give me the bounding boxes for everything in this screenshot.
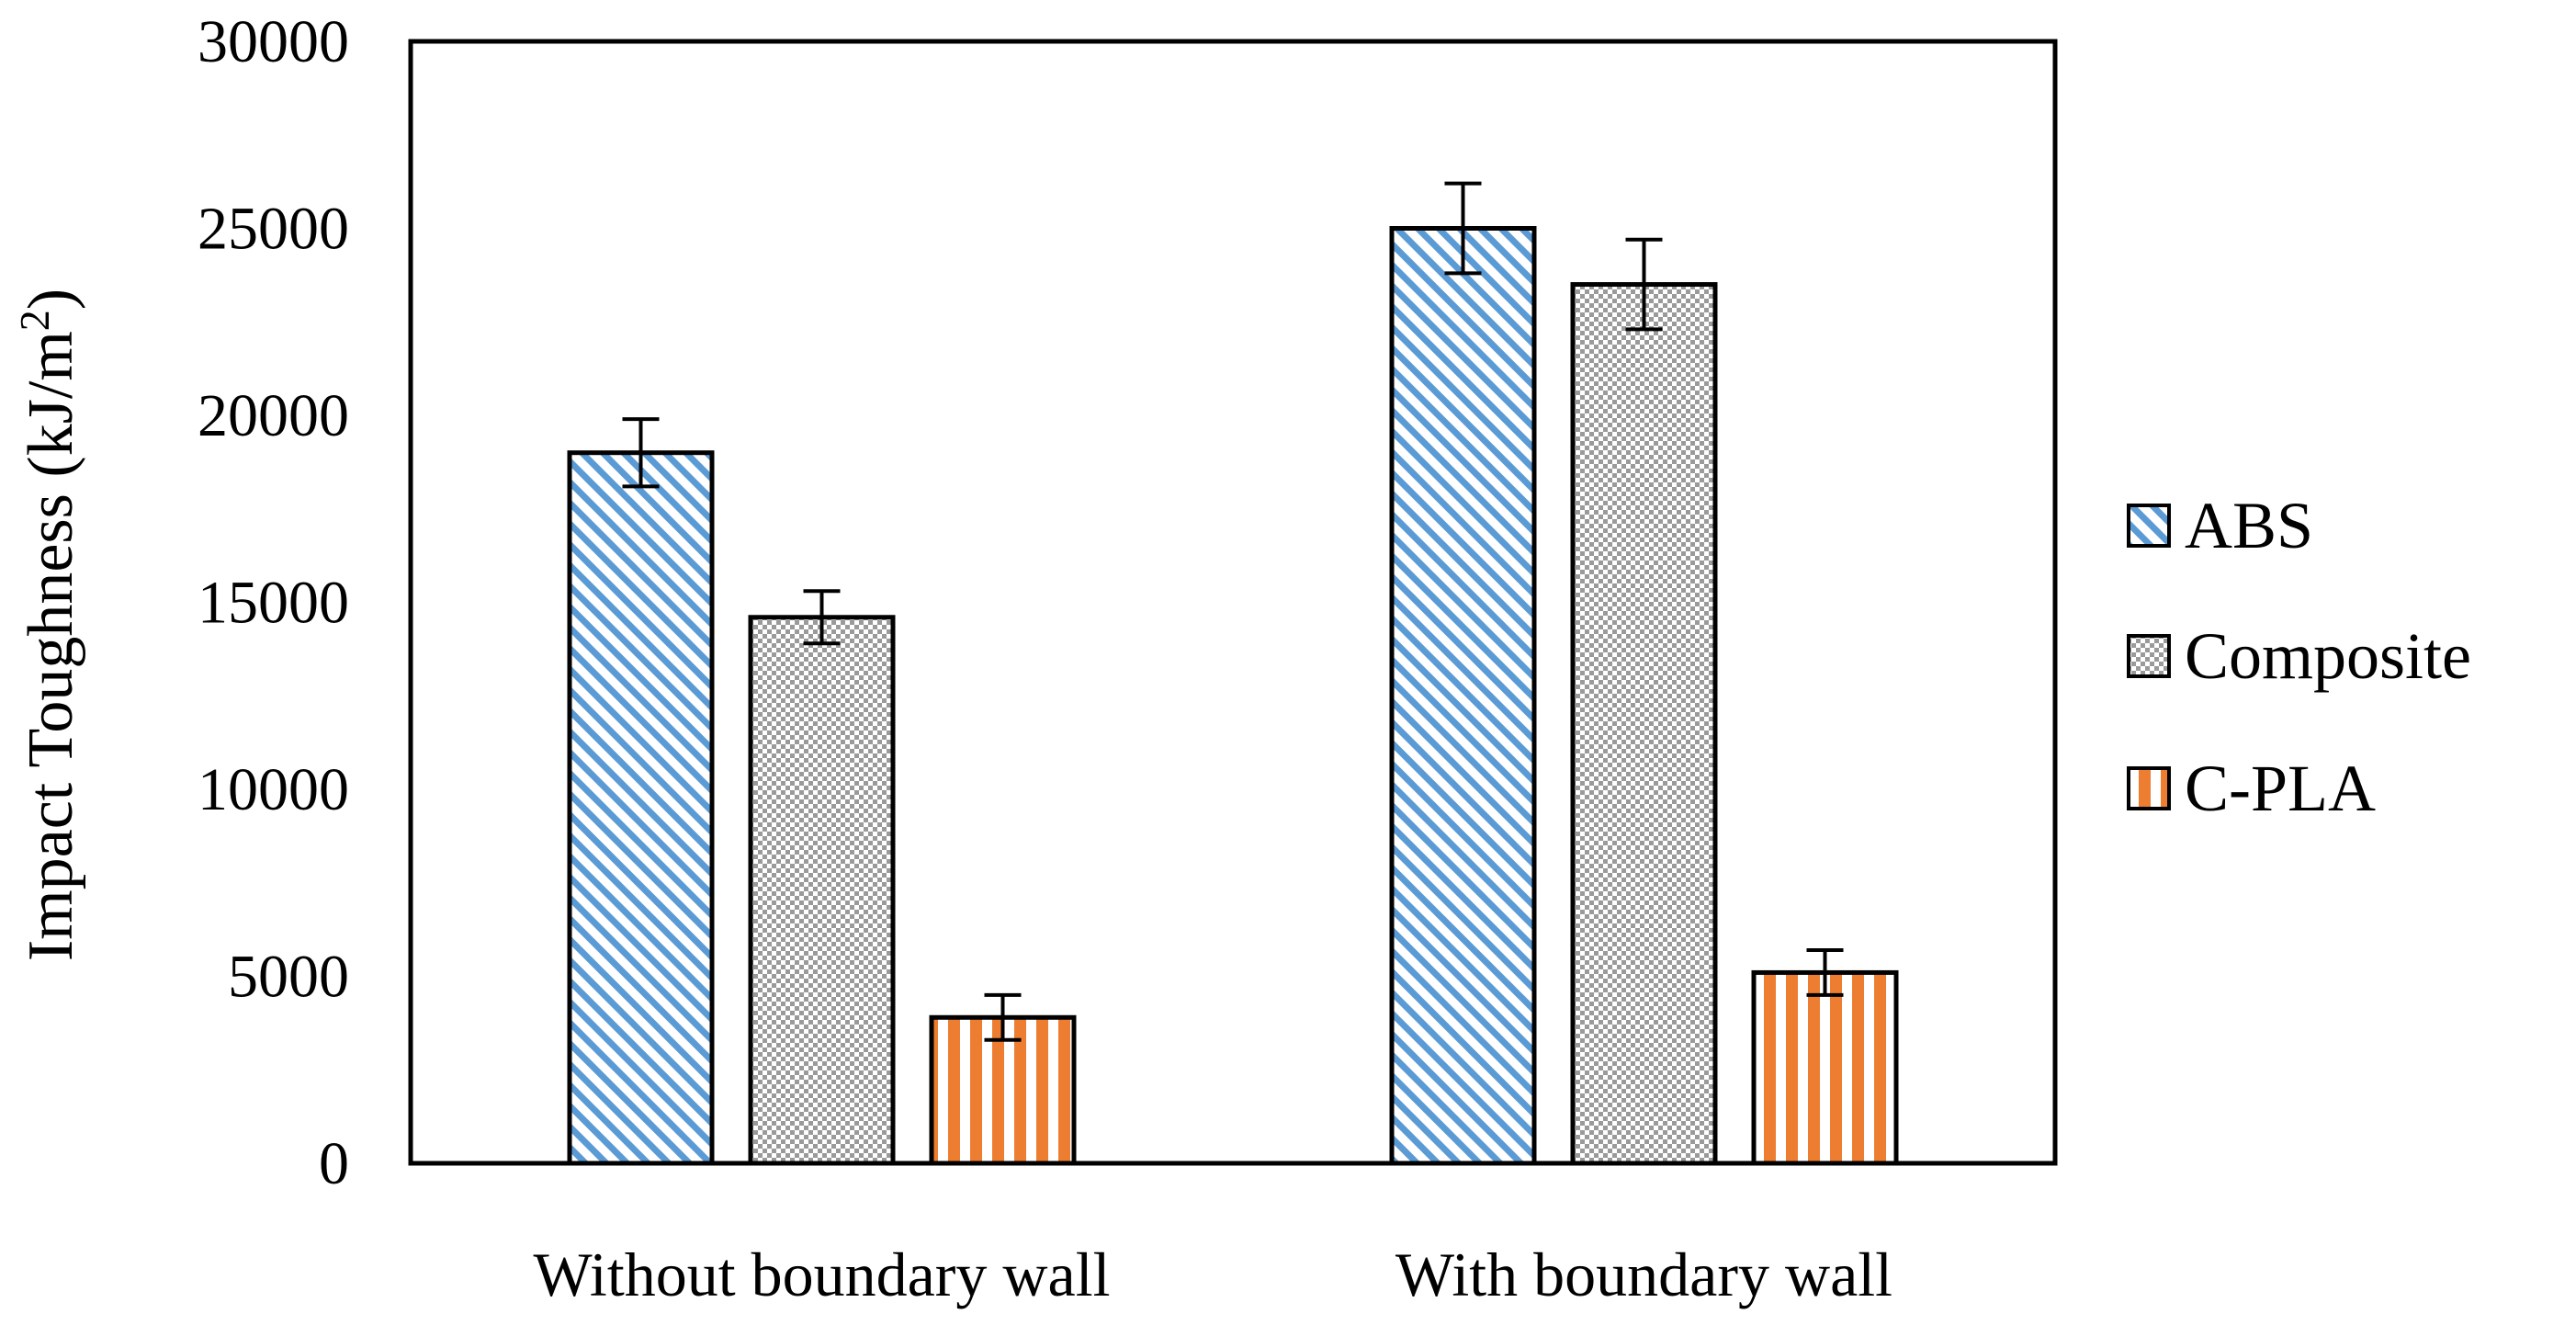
legend-swatch (2127, 504, 2171, 548)
legend-swatch (2127, 766, 2171, 810)
bar-abs-1 (567, 450, 715, 1166)
error-bar (1625, 237, 1663, 332)
x-category-label: With boundary wall (1395, 1240, 1892, 1309)
y-axis-title-close: ) (16, 289, 86, 310)
y-axis-title: Impact Toughness (kJ/m2) (11, 289, 87, 961)
svg-text:Impact Toughness (kJ/m2): Impact Toughness (kJ/m2) (11, 289, 87, 961)
y-tick-label: 10000 (198, 756, 349, 823)
bar-series (567, 226, 1899, 1166)
y-tick-label: 30000 (198, 8, 349, 75)
y-axis-title-text: Impact Toughness (kJ/m (16, 331, 86, 961)
error-bar (1806, 948, 1844, 997)
legend: ABS Composite C-PLA (2127, 489, 2471, 825)
y-tick-label: 25000 (198, 196, 349, 263)
y-tick-label: 5000 (228, 944, 349, 1011)
error-bar (803, 589, 841, 646)
legend-item: C-PLA (2127, 752, 2376, 825)
error-bar (622, 417, 660, 489)
legend-item: Composite (2127, 619, 2471, 693)
bar-c-pla-1 (929, 1014, 1077, 1166)
y-tick-label: 0 (319, 1130, 349, 1197)
legend-label: Composite (2185, 619, 2471, 693)
legend-item: ABS (2127, 489, 2313, 562)
y-tick-label: 15000 (198, 570, 349, 637)
plot-area-frame (408, 39, 2058, 1166)
y-tick-labels: 0 5000 10000 15000 20000 25000 30000 (198, 8, 349, 1197)
x-category-labels: Without boundary wall With boundary wall (533, 1240, 1892, 1309)
x-category-label: Without boundary wall (533, 1240, 1110, 1309)
error-bar (1444, 181, 1482, 276)
bar-composite-2 (1570, 282, 1718, 1166)
y-axis-title-superscript: 2 (11, 310, 58, 331)
legend-label: ABS (2185, 489, 2313, 562)
legend-swatch (2127, 634, 2171, 678)
bar-abs-2 (1389, 226, 1537, 1166)
error-bars (622, 181, 1844, 1042)
error-bar (984, 992, 1022, 1042)
bar-composite-1 (748, 615, 896, 1166)
y-tick-label: 20000 (198, 382, 349, 449)
bar-c-pla-2 (1751, 969, 1899, 1166)
legend-label: C-PLA (2185, 752, 2376, 825)
